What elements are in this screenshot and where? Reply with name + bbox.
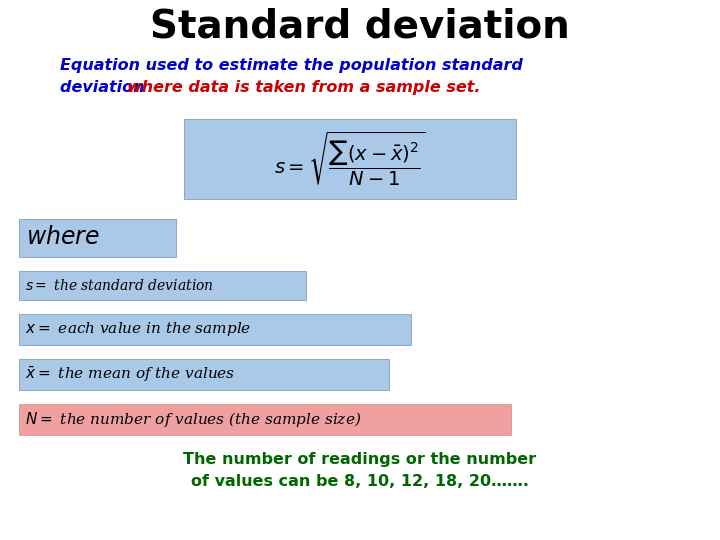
Text: Equation used to estimate the population standard: Equation used to estimate the population… [60,58,523,73]
Text: of values can be 8, 10, 12, 18, 20…….: of values can be 8, 10, 12, 18, 20……. [191,474,529,489]
Text: $\mathit{where}$: $\mathit{where}$ [26,226,100,249]
Text: $s = \sqrt{\dfrac{\sum(x - \bar{x})^2}{N - 1}}$: $s = \sqrt{\dfrac{\sum(x - \bar{x})^2}{N… [274,130,426,188]
FancyBboxPatch shape [19,404,511,435]
FancyBboxPatch shape [19,359,389,390]
FancyBboxPatch shape [184,119,516,199]
FancyBboxPatch shape [19,271,306,300]
Text: $N =$ the number of values (the sample size): $N =$ the number of values (the sample s… [25,410,361,429]
FancyBboxPatch shape [19,219,176,257]
Text: $x =$ each value in the sample: $x =$ each value in the sample [25,321,251,339]
Text: where data is taken from a sample set.: where data is taken from a sample set. [127,80,480,95]
FancyBboxPatch shape [19,314,411,345]
Text: The number of readings or the number: The number of readings or the number [184,452,536,467]
Text: $s =$ the standard deviation: $s =$ the standard deviation [25,278,214,293]
Text: $\bar{x} =$ the mean of the values: $\bar{x} =$ the mean of the values [25,365,235,384]
Text: Standard deviation: Standard deviation [150,8,570,46]
Text: deviation: deviation [60,80,156,95]
